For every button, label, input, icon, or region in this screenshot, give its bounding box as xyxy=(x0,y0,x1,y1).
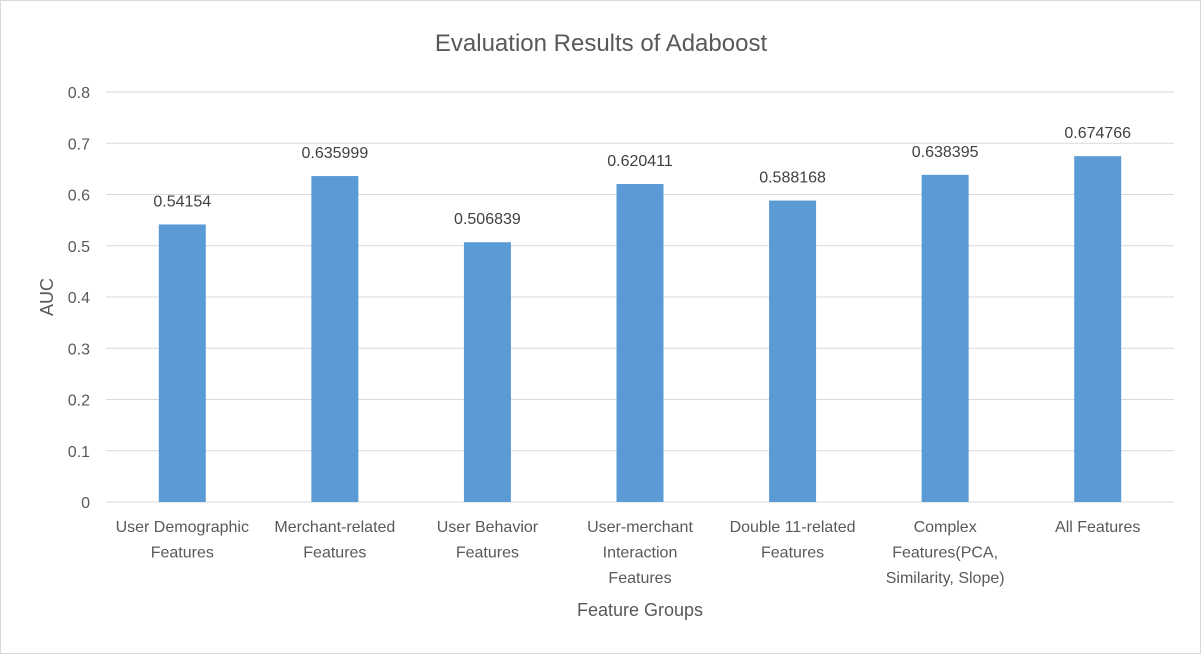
bar xyxy=(158,224,206,502)
y-tick-label: 0 xyxy=(81,495,90,512)
y-tick-label: 0.7 xyxy=(68,136,90,153)
y-axis-ticks: 0 0.1 0.2 0.3 0.4 0.5 0.6 0.7 0.8 xyxy=(68,85,90,512)
chart-title: Evaluation Results of Adaboost xyxy=(435,30,768,57)
y-tick-label: 0.6 xyxy=(68,188,90,205)
y-tick-label: 0.4 xyxy=(68,290,90,307)
data-label: 0.54154 xyxy=(153,193,211,210)
y-axis-title: AUC xyxy=(37,278,57,316)
bar xyxy=(921,174,969,502)
x-tick-label: Merchant-related Features xyxy=(274,519,395,562)
data-label: 0.635999 xyxy=(301,145,368,162)
data-label: 0.638395 xyxy=(912,144,979,161)
x-tick-label: All Features xyxy=(1055,519,1140,536)
x-axis-categories: User Demographic Features Merchant-related… xyxy=(116,519,1141,587)
bar xyxy=(616,184,664,502)
y-tick-label: 0.8 xyxy=(68,85,90,102)
bar xyxy=(1074,156,1122,502)
x-tick-label: User Behavior Features xyxy=(437,519,539,562)
data-label: 0.674766 xyxy=(1064,125,1131,142)
y-tick-label: 0.1 xyxy=(68,444,90,461)
x-tick-label: User Demographic Features xyxy=(116,519,249,562)
y-tick-label: 0.5 xyxy=(68,239,90,256)
bar xyxy=(311,176,359,502)
x-tick-label: Complex Features(PCA, Similarity, Slope) xyxy=(886,519,1005,587)
y-tick-label: 0.3 xyxy=(68,341,90,358)
data-label: 0.506839 xyxy=(454,211,521,228)
x-axis-title: Feature Groups xyxy=(577,600,703,620)
y-tick-label: 0.2 xyxy=(68,393,90,410)
x-tick-label: Double 11-related Features xyxy=(730,519,856,562)
data-label: 0.588168 xyxy=(759,170,826,187)
data-label: 0.620411 xyxy=(607,153,673,170)
bars xyxy=(158,156,1122,503)
bar xyxy=(463,242,511,503)
data-labels: 0.54154 0.635999 0.506839 0.620411 0.588168 0… xyxy=(153,125,1131,228)
bar xyxy=(769,200,817,502)
x-tick-label: User-merchant Interaction Features xyxy=(587,519,693,587)
